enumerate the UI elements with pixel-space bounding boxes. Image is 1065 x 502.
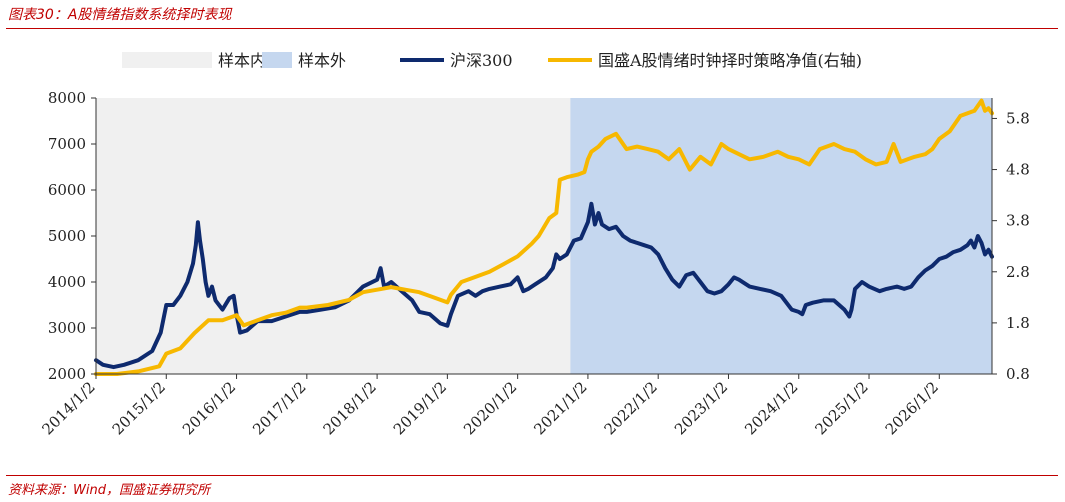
x-tick-label: 2024/1/2	[741, 378, 801, 438]
x-tick-label: 2022/1/2	[601, 378, 661, 438]
legend-swatch-in-sample	[122, 52, 212, 68]
y-left-tick-label: 8000	[48, 89, 86, 107]
x-tick-label: 2023/1/2	[671, 378, 731, 438]
legend-swatch-out-sample	[262, 52, 292, 68]
source-note: 资料来源：Wind，国盛证券研究所	[8, 483, 210, 498]
legend: 样本内 样本外 沪深300 国盛A股情绪时钟择时策略净值(右轴)	[122, 51, 862, 70]
x-tick-label: 2020/1/2	[460, 378, 520, 438]
y-right-tick-label: 4.8	[1006, 161, 1030, 179]
source-rule	[6, 475, 1058, 476]
x-tick-label: 2025/1/2	[811, 378, 871, 438]
y-right-tick-label: 1.8	[1006, 314, 1030, 332]
legend-label-out-sample: 样本外	[298, 51, 346, 70]
x-tick-label: 2019/1/2	[390, 378, 450, 438]
x-tick-label: 2015/1/2	[109, 378, 169, 438]
legend-label-strategy: 国盛A股情绪时钟择时策略净值(右轴)	[598, 51, 862, 70]
y-right-tick-label: 3.8	[1006, 212, 1030, 230]
shaded-region-out-sample	[570, 98, 992, 374]
x-tick-label: 2016/1/2	[179, 378, 239, 438]
legend-label-hs300: 沪深300	[450, 51, 513, 70]
y-left-tick-label: 2000	[48, 365, 86, 383]
x-tick-label: 2021/1/2	[530, 378, 590, 438]
figure-caption: 图表30：A股情绪指数系统择时表现	[8, 7, 232, 23]
y-right-tick-label: 2.8	[1006, 263, 1030, 281]
caption-rule	[6, 28, 1058, 29]
y-right-tick-label: 5.8	[1006, 109, 1030, 127]
shaded-regions	[96, 98, 992, 374]
legend-label-in-sample: 样本内	[218, 51, 266, 70]
y-left-tick-label: 3000	[48, 319, 86, 337]
y-left-tick-label: 5000	[48, 227, 86, 245]
series-strategy-line	[94, 98, 994, 376]
y-left-tick-label: 4000	[48, 273, 86, 291]
shaded-region-in-sample	[96, 98, 571, 374]
y-left-tick-label: 7000	[48, 135, 86, 153]
x-tick-label: 2026/1/2	[882, 378, 942, 438]
x-tick-label: 2017/1/2	[249, 378, 309, 438]
series-lines	[94, 98, 994, 376]
x-tick-label: 2014/1/2	[38, 378, 98, 438]
y-right-tick-label: 0.8	[1006, 365, 1030, 383]
series-hs300-line	[94, 201, 994, 370]
y-left-tick-label: 6000	[48, 181, 86, 199]
x-tick-label: 2018/1/2	[320, 378, 380, 438]
